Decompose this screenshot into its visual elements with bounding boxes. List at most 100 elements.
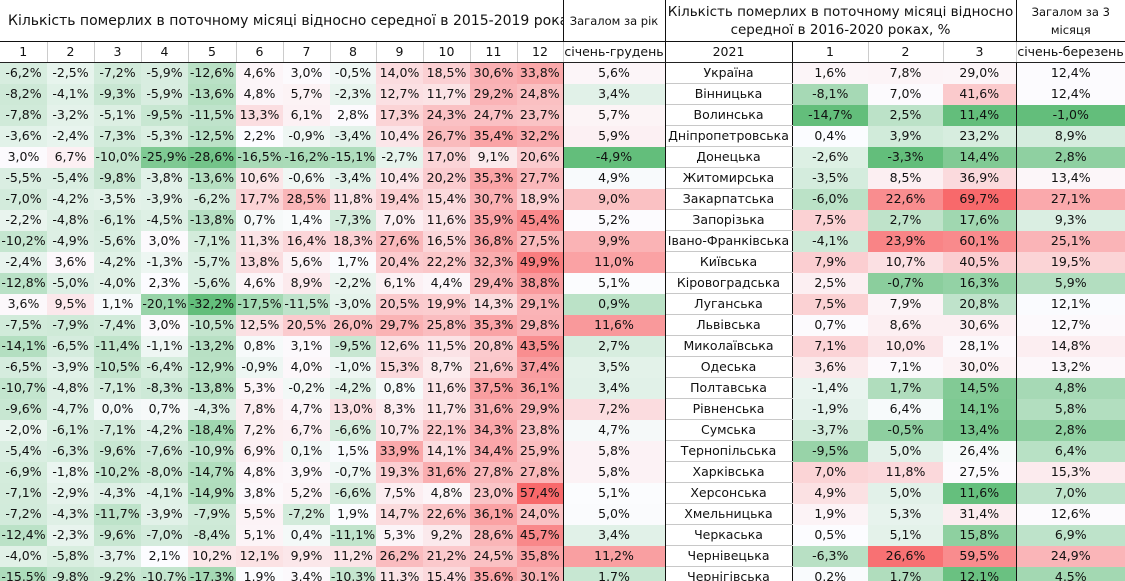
cell-2020-month-6: 5,5%: [236, 503, 283, 525]
cell-2020-month-7: 5,2%: [283, 482, 330, 504]
cell-annual: 9,9%: [562, 230, 666, 252]
cell-total3: 6,9%: [1015, 524, 1125, 546]
cell-2020-month-8: -11,1%: [330, 524, 376, 546]
table-row: -6,2% -2,5% -7,2% -5,9% -12,6% 4,6% 3,0% -0,5% 1…: [0, 62, 1125, 84]
cell-2020-month-6: 12,1%: [236, 545, 283, 567]
table-row: -7,0% -4,2% -3,5% -3,9% -6,2% 17,7% 28,5% 11,8%…: [0, 188, 1125, 210]
cell-2021-month-1: -6,0%: [792, 188, 868, 210]
total3-title-line1: Загалом за 3: [1031, 4, 1110, 19]
cell-2020-month-1: -5,4%: [0, 440, 47, 462]
cell-2020-month-2: -3,2%: [47, 104, 94, 126]
right-title-line1: Кількість померлих в поточному місяці ві…: [667, 3, 1014, 20]
month-header-12: 12: [517, 41, 564, 63]
cell-total3: 13,2%: [1015, 356, 1125, 378]
cell-2020-month-5: -4,3%: [188, 398, 236, 420]
region-name: Одеська: [664, 356, 793, 378]
cell-2020-month-5: -13,6%: [188, 83, 236, 105]
cell-2020-month-3: -7,3%: [94, 125, 141, 147]
cell-2021-month-3: 16,3%: [943, 272, 1017, 294]
cell-2020-month-2: -6,1%: [47, 419, 94, 441]
region-name: Хмельницька: [664, 503, 793, 525]
cell-2020-month-4: -5,9%: [141, 62, 188, 84]
cell-2021-month-2: 23,9%: [868, 230, 943, 252]
cell-2020-month-6: 4,6%: [236, 272, 283, 294]
cell-2020-month-11: 35,6%: [470, 566, 517, 581]
cell-2020-month-8: 2,8%: [330, 104, 376, 126]
cell-2020-month-7: -11,5%: [283, 293, 330, 315]
month-header-10: 10: [423, 41, 471, 63]
cell-annual: 5,0%: [562, 503, 666, 525]
region-name: Харківська: [664, 461, 793, 483]
table-row: -10,7% -4,8% -7,1% -8,3% -13,8% 5,3% -0,2% -4,2…: [0, 377, 1125, 399]
cell-2020-month-9: 29,7%: [376, 314, 423, 336]
month-header-5: 5: [188, 41, 237, 63]
cell-2020-month-5: -7,1%: [188, 230, 236, 252]
cell-2020-month-1: -6,5%: [0, 356, 47, 378]
cell-2020-month-6: 11,3%: [236, 230, 283, 252]
cell-total3: 13,4%: [1015, 167, 1125, 189]
cell-2020-month-1: -7,2%: [0, 503, 47, 525]
cell-2020-month-10: 4,4%: [423, 272, 470, 294]
cell-2020-month-1: 3,0%: [0, 146, 47, 168]
cell-total3: 14,8%: [1015, 335, 1125, 357]
cell-2020-month-12: 33,8%: [517, 62, 563, 84]
cell-2020-month-5: -18,4%: [188, 419, 236, 441]
cell-total3: 12,6%: [1015, 503, 1125, 525]
table-row: -6,9% -1,8% -10,2% -8,0% -14,7% 4,8% 3,9% -0,7%…: [0, 461, 1125, 483]
cell-total3: 4,5%: [1015, 566, 1125, 581]
cell-2020-month-12: 57,4%: [517, 482, 563, 504]
cell-2021-month-2: 22,6%: [868, 188, 943, 210]
cell-2020-month-1: -8,2%: [0, 83, 47, 105]
cell-2020-month-3: 1,1%: [94, 293, 141, 315]
annual-column-title: Загалом за рік: [562, 0, 666, 42]
cell-2020-month-1: -4,0%: [0, 545, 47, 567]
table-row: -12,4% -2,3% -9,6% -7,0% -8,4% 5,1% 0,4% -11,1%…: [0, 524, 1125, 546]
cell-2020-month-11: 35,3%: [470, 167, 517, 189]
cell-2020-month-9: 10,4%: [376, 167, 423, 189]
cell-2020-month-10: 11,7%: [423, 83, 470, 105]
cell-2020-month-2: 3,6%: [47, 251, 94, 273]
cell-2020-month-7: -0,6%: [283, 167, 330, 189]
cell-2021-month-1: 7,9%: [792, 251, 868, 273]
cell-2021-month-3: 23,2%: [943, 125, 1017, 147]
cell-2020-month-12: 29,1%: [517, 293, 563, 315]
cell-2020-month-5: -8,4%: [188, 524, 236, 546]
month-header-1: 1: [0, 41, 48, 63]
cell-2020-month-1: -10,2%: [0, 230, 47, 252]
cell-2020-month-3: -11,4%: [94, 335, 141, 357]
cell-2020-month-2: 9,5%: [47, 293, 94, 315]
cell-2020-month-6: 17,7%: [236, 188, 283, 210]
cell-2020-month-9: 19,4%: [376, 188, 423, 210]
cell-2020-month-10: 31,6%: [423, 461, 470, 483]
cell-annual: 5,8%: [562, 461, 666, 483]
cell-2020-month-8: -0,5%: [330, 62, 376, 84]
cell-2021-month-3: 15,8%: [943, 524, 1017, 546]
cell-2020-month-11: 21,6%: [470, 356, 517, 378]
cell-2020-month-9: 14,0%: [376, 62, 423, 84]
region-name: Чернігівська: [664, 566, 793, 581]
cell-total3: 12,7%: [1015, 314, 1125, 336]
cell-2020-month-2: 6,7%: [47, 146, 94, 168]
cell-2020-month-9: 0,8%: [376, 377, 423, 399]
cell-2020-month-3: -3,5%: [94, 188, 141, 210]
cell-total3: 27,1%: [1015, 188, 1125, 210]
cell-2020-month-4: -4,5%: [141, 209, 188, 231]
cell-2020-month-5: -5,7%: [188, 251, 236, 273]
cell-2021-month-1: -14,7%: [792, 104, 868, 126]
cell-total3: 24,9%: [1015, 545, 1125, 567]
cell-2021-month-1: 1,6%: [792, 62, 868, 84]
cell-2021-month-3: 14,1%: [943, 398, 1017, 420]
cell-2020-month-3: 0,0%: [94, 398, 141, 420]
cell-2020-month-6: 5,3%: [236, 377, 283, 399]
cell-2021-month-1: 3,6%: [792, 356, 868, 378]
region-name: Чернівецька: [664, 545, 793, 567]
cell-2020-month-11: 30,7%: [470, 188, 517, 210]
cell-2020-month-2: -6,3%: [47, 440, 94, 462]
cell-2021-month-2: 5,0%: [868, 440, 943, 462]
region-name: Сумська: [664, 419, 793, 441]
cell-2020-month-9: 11,3%: [376, 566, 423, 581]
cell-2020-month-4: 2,1%: [141, 545, 188, 567]
cell-2020-month-10: 14,1%: [423, 440, 470, 462]
table-row: -5,4% -6,3% -9,6% -7,6% -10,9% 6,9% 0,1% 1,5% 33…: [0, 440, 1125, 462]
cell-2020-month-4: -7,6%: [141, 440, 188, 462]
